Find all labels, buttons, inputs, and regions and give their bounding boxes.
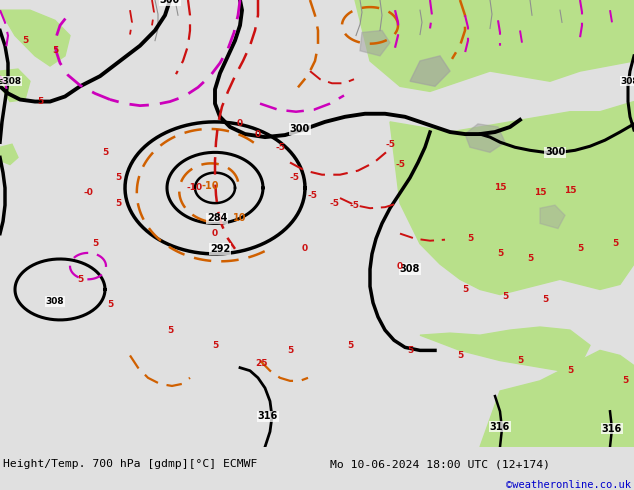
Text: 316: 316 [602,423,622,434]
Polygon shape [540,205,565,228]
Text: 5: 5 [542,295,548,304]
Text: 0: 0 [302,245,308,253]
Text: 5: 5 [77,275,83,284]
Text: -5: -5 [330,198,340,208]
Text: 292: 292 [210,244,230,254]
Polygon shape [0,10,70,66]
Text: 5: 5 [577,245,583,253]
Text: -5: -5 [307,191,317,199]
Text: 308: 308 [46,297,64,306]
Text: 15: 15 [564,186,576,196]
Text: 5: 5 [612,239,618,248]
Text: 300: 300 [290,124,310,134]
Text: 5: 5 [462,285,468,294]
Text: 5: 5 [457,351,463,360]
Text: 5: 5 [497,249,503,258]
Text: 5: 5 [212,341,218,350]
Text: 5: 5 [347,341,353,350]
Polygon shape [390,101,634,294]
Text: -10: -10 [187,183,203,193]
Text: 5: 5 [107,300,113,309]
Text: 5: 5 [622,376,628,385]
Text: 316: 316 [258,412,278,421]
Text: Mo 10-06-2024 18:00 UTC (12+174): Mo 10-06-2024 18:00 UTC (12+174) [330,459,550,469]
Text: 300: 300 [160,0,180,5]
Polygon shape [410,56,450,86]
Text: 308: 308 [400,264,420,274]
Text: 0: 0 [255,129,261,139]
Polygon shape [480,350,634,447]
Text: -5: -5 [275,143,285,152]
Text: Height/Temp. 700 hPa [gdmp][°C] ECMWF: Height/Temp. 700 hPa [gdmp][°C] ECMWF [3,459,257,469]
Polygon shape [355,0,634,92]
Text: 5: 5 [467,234,473,243]
Polygon shape [420,327,590,371]
Text: 15: 15 [534,189,547,197]
Polygon shape [465,124,505,152]
Text: 5: 5 [52,46,58,55]
Text: -0: -0 [83,189,93,197]
Text: 5: 5 [22,36,28,45]
Text: 0: 0 [212,229,218,238]
Text: 25: 25 [256,359,268,368]
Text: 316: 316 [490,421,510,432]
Text: -5: -5 [290,173,300,182]
Polygon shape [0,69,30,101]
Text: -5: -5 [395,160,405,169]
Polygon shape [360,30,390,56]
Text: 5: 5 [502,292,508,301]
Text: ≤308: ≤308 [0,77,21,86]
Text: 5: 5 [567,366,573,375]
Text: 308: 308 [621,77,634,86]
Text: 284: 284 [207,213,227,223]
Text: 5: 5 [167,325,173,335]
Text: 5: 5 [407,346,413,355]
Text: ©weatheronline.co.uk: ©weatheronline.co.uk [506,480,631,490]
Text: -10: -10 [201,181,219,191]
Text: 5: 5 [37,97,43,106]
Text: 5: 5 [92,239,98,248]
Text: 5: 5 [102,148,108,157]
Text: 5: 5 [517,356,523,365]
Text: 5: 5 [115,173,121,182]
Text: -5: -5 [385,140,395,149]
Text: -5: -5 [350,201,360,210]
Text: 300: 300 [545,147,565,157]
Polygon shape [0,144,18,165]
Text: 5: 5 [115,198,121,208]
Text: 5: 5 [287,346,293,355]
Text: 5: 5 [527,254,533,264]
Text: 10: 10 [233,213,247,223]
Text: 0: 0 [397,262,403,270]
Text: 15: 15 [494,183,507,193]
Text: 0: 0 [237,120,243,128]
